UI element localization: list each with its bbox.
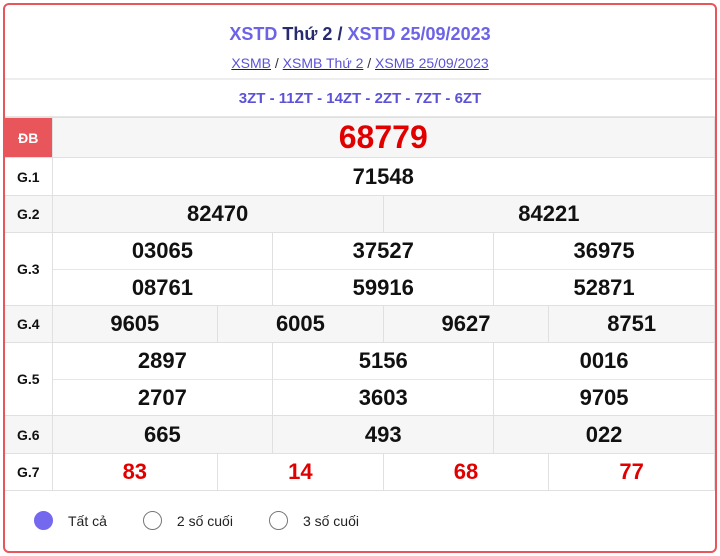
results-card: XSTD Thứ 2 / XSTD 25/09/2023 XSMB / XSMB… xyxy=(3,3,717,553)
breadcrumb-sep: / xyxy=(274,55,279,71)
prize-number: 03065 xyxy=(131,238,193,263)
prize-number: 82470 xyxy=(51,195,384,233)
display-filter: Tất cả 2 số cuối 3 số cuối xyxy=(5,491,715,530)
results-table: ĐB 68779 G.1 71548 G.2 82470 84221 G.3 0… xyxy=(5,117,715,491)
prize-row-g6: G.6 665 493 022 xyxy=(5,415,715,454)
prize-row-g2: G.2 82470 84221 xyxy=(5,195,715,233)
breadcrumb-xsmb[interactable]: XSMB xyxy=(231,55,271,71)
prize-number: 59916 xyxy=(273,269,494,305)
prize-number: 0016 xyxy=(579,348,629,373)
prize-row-g7: G.7 83 14 68 77 xyxy=(5,453,715,491)
radio-icon[interactable] xyxy=(142,511,162,530)
prize-number: 68779 xyxy=(51,117,715,158)
prize-number: 6005 xyxy=(217,305,384,343)
title-link-xstd[interactable]: XSTD xyxy=(229,24,278,44)
radio-icon[interactable] xyxy=(268,511,288,530)
prize-number: 2707 xyxy=(52,379,273,415)
breadcrumb-xsmb-day[interactable]: XSMB Thứ 2 xyxy=(282,55,364,71)
prize-number: 37527 xyxy=(352,238,414,263)
title-link-date[interactable]: XSTD 25/09/2023 xyxy=(347,24,491,44)
prize-row-g4: G.4 9605 6005 9627 8751 xyxy=(5,305,715,343)
filter-label: 2 số cuối xyxy=(176,512,233,529)
prize-label: G.4 xyxy=(5,305,53,343)
prize-label: G.5 xyxy=(5,342,53,416)
prize-label: G.2 xyxy=(5,195,53,233)
special-codes: 3ZT - 11ZT - 14ZT - 2ZT - 7ZT - 6ZT xyxy=(5,80,715,117)
title-day: Thứ 2 xyxy=(282,24,333,44)
prize-number: 68 xyxy=(382,453,550,491)
prize-label: G.3 xyxy=(5,232,53,306)
prize-number: 52871 xyxy=(494,269,714,305)
breadcrumb-sep: / xyxy=(367,55,372,71)
prize-row-g1: G.1 71548 xyxy=(5,157,715,196)
prize-label: G.1 xyxy=(5,157,53,196)
prize-row-g3: G.3 03065 08761 37527 59916 36975 52871 xyxy=(5,232,715,306)
prize-number: 3603 xyxy=(273,379,494,415)
prize-number: 9627 xyxy=(382,305,550,343)
prize-label: G.6 xyxy=(5,415,53,454)
filter-last-3[interactable]: 3 số cuối xyxy=(268,511,359,530)
filter-label: Tất cả xyxy=(68,512,107,529)
breadcrumb: XSMB / XSMB Thứ 2 / XSMB 25/09/2023 xyxy=(5,55,715,71)
prize-number: 9705 xyxy=(494,379,714,415)
page-title: XSTD Thứ 2 / XSTD 25/09/2023 xyxy=(5,5,715,45)
filter-label: 3 số cuối xyxy=(302,512,359,529)
prize-label: G.7 xyxy=(5,453,53,491)
prize-number: 71548 xyxy=(51,157,715,196)
prize-number: 84221 xyxy=(382,195,715,233)
prize-number: 36975 xyxy=(573,238,635,263)
title-sep: / xyxy=(337,24,343,44)
prize-row-db: ĐB 68779 xyxy=(5,117,715,158)
prize-number: 022 xyxy=(493,415,715,454)
prize-number: 9605 xyxy=(51,305,219,343)
prize-number: 665 xyxy=(51,415,274,454)
prize-number: 83 xyxy=(51,453,219,491)
breadcrumb-xsmb-date[interactable]: XSMB 25/09/2023 xyxy=(375,55,489,71)
prize-number: 5156 xyxy=(358,348,408,373)
prize-number: 08761 xyxy=(52,269,273,305)
prize-number: 2897 xyxy=(137,348,187,373)
radio-selected-icon[interactable] xyxy=(34,511,53,530)
prize-row-g5: G.5 2897 2707 5156 3603 0016 9705 xyxy=(5,342,715,416)
prize-number: 8751 xyxy=(548,305,715,343)
prize-number: 493 xyxy=(272,415,495,454)
prize-label: ĐB xyxy=(5,117,53,158)
header: XSTD Thứ 2 / XSTD 25/09/2023 XSMB / XSMB… xyxy=(5,5,715,80)
prize-number: 14 xyxy=(217,453,384,491)
filter-all[interactable]: Tất cả xyxy=(34,511,107,530)
prize-number: 77 xyxy=(548,453,715,491)
filter-last-2[interactable]: 2 số cuối xyxy=(142,511,233,530)
